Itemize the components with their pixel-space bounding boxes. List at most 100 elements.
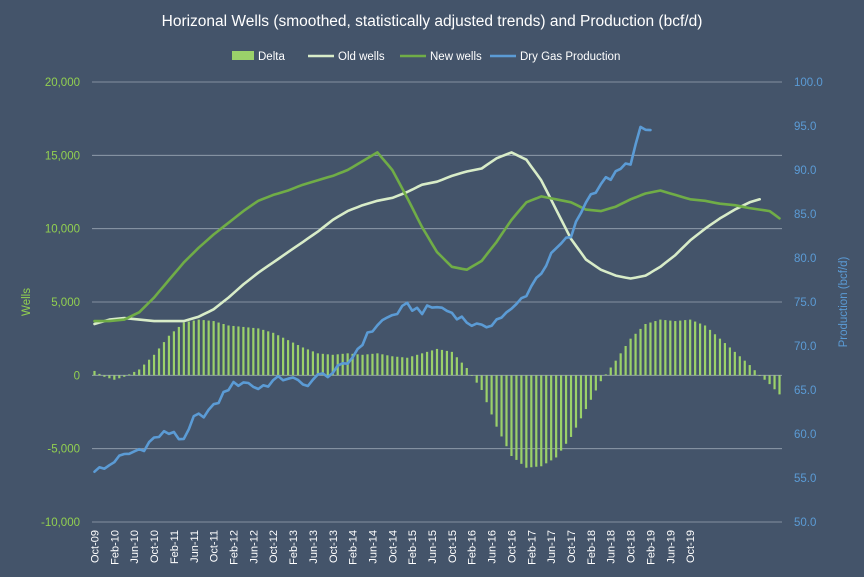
right-tick-label: 60.0 <box>794 429 816 441</box>
dry-gas-production-line <box>93 125 652 474</box>
delta-bar <box>123 375 126 377</box>
delta-bar <box>763 375 766 380</box>
delta-bar <box>296 345 300 376</box>
delta-bar <box>172 331 176 376</box>
delta-bar <box>758 375 761 376</box>
delta-bar <box>252 327 255 376</box>
x-tick-label: Jun-12 <box>248 530 260 564</box>
x-tick-label: Feb-10 <box>109 530 121 565</box>
delta-bar <box>182 322 185 376</box>
delta-bar <box>703 325 707 376</box>
delta-bar <box>460 362 463 376</box>
delta-bar <box>192 320 195 376</box>
x-tick-label: Oct-10 <box>149 530 161 563</box>
delta-bar <box>197 319 200 376</box>
delta-bar <box>728 347 731 376</box>
delta-bar <box>515 375 518 460</box>
right-tick-label: 80.0 <box>794 253 816 265</box>
legend-label-new-wells: New wells <box>430 51 482 63</box>
gridlines <box>92 81 782 523</box>
x-tick-label: Oct-14 <box>387 530 399 563</box>
delta-bar <box>167 335 171 376</box>
x-tick-label: Oct-12 <box>268 530 280 563</box>
delta-bar <box>624 346 627 376</box>
left-axis: 20,000 15,000 10,000 5,000 0 -5,000 -10,000 <box>41 77 80 529</box>
delta-bar <box>391 356 394 376</box>
x-tick-label: Feb-11 <box>169 530 181 564</box>
left-tick-label: 10,000 <box>45 224 80 236</box>
left-tick-label: 15,000 <box>45 150 80 162</box>
delta-bar <box>311 351 314 376</box>
delta-bar <box>133 371 136 376</box>
left-tick-label: -5,000 <box>47 444 80 456</box>
delta-bar <box>366 354 369 376</box>
delta-bar <box>733 351 736 376</box>
delta-bar <box>326 354 329 376</box>
delta-bar <box>237 326 240 376</box>
delta-bar <box>376 353 379 376</box>
delta-bar <box>232 325 235 376</box>
delta-bar <box>301 347 305 376</box>
delta-bar <box>222 324 225 376</box>
delta-bar <box>421 353 424 376</box>
delta-bar <box>584 375 588 410</box>
right-axis-title: Production (bcf/d) <box>838 256 850 347</box>
delta-bar <box>306 349 310 376</box>
delta-bar <box>371 353 374 376</box>
delta-bar <box>525 375 528 468</box>
delta-bar <box>500 375 503 437</box>
left-tick-label: 20,000 <box>45 77 80 89</box>
delta-bar <box>684 320 687 376</box>
delta-bar <box>202 320 205 376</box>
right-tick-label: 100.0 <box>794 77 823 89</box>
left-axis-title: Wells <box>21 288 33 316</box>
delta-bar <box>212 321 215 376</box>
delta-bar <box>455 357 458 376</box>
delta-bar <box>743 360 746 376</box>
x-tick-label: Jun-11 <box>189 530 201 563</box>
delta-bar <box>694 321 697 376</box>
delta-bar <box>445 350 449 376</box>
delta-bar <box>778 375 781 395</box>
legend-label-delta: Delta <box>258 51 285 63</box>
delta-bar <box>535 375 538 467</box>
delta-bar <box>113 375 116 380</box>
delta-bar <box>247 327 250 376</box>
x-tick-label: Oct-16 <box>506 530 518 563</box>
delta-bar <box>147 359 151 376</box>
left-tick-label: 5,000 <box>51 297 80 309</box>
right-tick-label: 70.0 <box>794 341 816 353</box>
delta-bar <box>162 342 166 376</box>
delta-bar <box>604 374 607 376</box>
delta-bar <box>157 348 161 376</box>
delta-bar <box>599 375 602 382</box>
delta-bar <box>619 353 622 376</box>
delta-bar <box>530 375 533 468</box>
x-tick-label: Oct-13 <box>328 530 340 563</box>
delta-bar <box>411 356 414 376</box>
delta-bar <box>708 329 712 376</box>
legend-label-dry-gas-production: Dry Gas Production <box>520 51 620 63</box>
delta-bar <box>768 375 771 385</box>
delta-bar <box>227 325 230 376</box>
x-tick-label: Feb-17 <box>526 530 538 565</box>
delta-bar <box>555 375 558 458</box>
delta-bar <box>505 375 508 447</box>
right-tick-label: 75.0 <box>794 297 816 309</box>
delta-bar <box>674 321 677 376</box>
delta-bar <box>242 326 245 376</box>
x-tick-label: Feb-14 <box>348 530 360 565</box>
delta-bar <box>495 375 498 427</box>
delta-bar <box>629 338 632 376</box>
delta-bar <box>545 375 548 464</box>
delta-bar <box>138 369 141 376</box>
x-tick-label: Jun-18 <box>606 530 618 564</box>
x-tick-label: Jun-19 <box>665 530 677 564</box>
delta-bar <box>331 354 334 376</box>
delta-bar <box>262 329 265 376</box>
delta-bar <box>103 375 106 377</box>
x-tick-label: Jun-15 <box>427 530 439 564</box>
x-tick-label: Jun-10 <box>129 530 141 564</box>
right-tick-label: 65.0 <box>794 385 816 397</box>
delta-bar <box>291 342 295 376</box>
